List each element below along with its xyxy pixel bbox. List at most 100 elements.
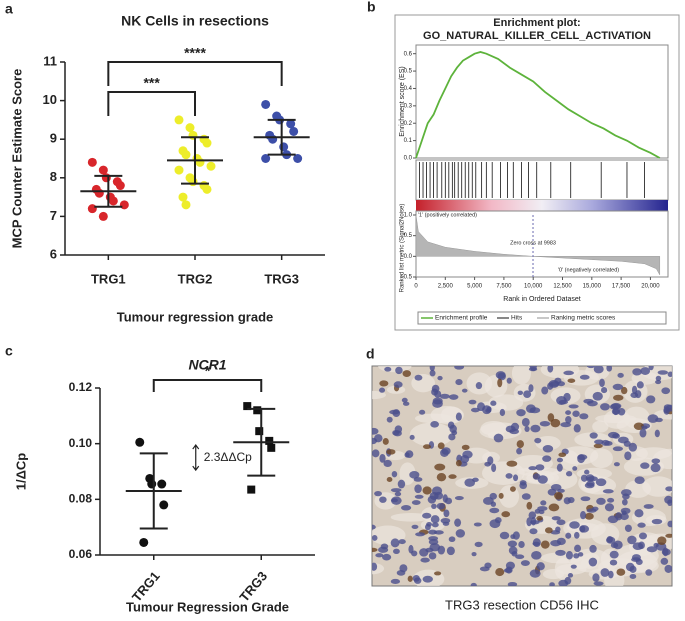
nucleus [436,502,446,510]
panel-d: d TRG3 resection CD56 IHC [366,346,673,612]
nucleus [378,387,386,393]
nucleus [386,449,396,455]
nucleus [657,536,667,545]
nucleus [455,459,462,467]
nucleus [612,446,624,452]
nucleus [665,486,672,492]
nucleus [379,453,386,463]
nucleus [579,525,590,533]
nucleus [372,449,380,458]
nucleus [586,400,598,407]
nucleus [615,512,623,521]
nucleus [505,425,516,433]
nucleus [528,511,537,519]
nucleus [372,524,376,530]
tissue [595,414,637,424]
nucleus [437,442,445,450]
nucleus [443,509,450,518]
nucleus [599,378,605,388]
nucleus [604,503,614,512]
nucleus [374,491,382,497]
nucleus [505,473,513,479]
x-tick-label: 7,500 [496,284,512,290]
nucleus [444,497,453,505]
nucleus [485,408,492,413]
chart-title: NK Cells in resections [121,13,269,29]
nucleus [474,541,483,548]
nucleus [556,457,564,463]
nucleus [634,476,645,484]
nucleus [667,371,672,378]
nucleus [660,557,669,565]
nucleus [572,466,578,471]
nucleus [428,552,437,560]
nucleus [558,452,567,458]
nucleus [655,375,662,382]
nucleus [454,518,462,527]
nucleus [434,491,444,500]
nucleus [407,575,413,582]
nucleus [409,434,415,440]
nucleus [594,439,604,445]
nucleus [579,374,590,380]
nucleus [429,369,436,377]
point [135,437,145,447]
nucleus [487,456,494,465]
nucleus [382,437,389,445]
nucleus [405,450,414,459]
point [289,126,299,136]
point [108,196,118,206]
nucleus [606,366,613,372]
nucleus [372,427,379,435]
y-tick-label: 9 [50,131,57,146]
significance-bracket [152,379,263,392]
nucleus [393,548,400,554]
y-tick-label: 6 [50,246,57,261]
nucleus [624,451,632,461]
nucleus [498,492,504,499]
nucleus [547,382,554,390]
significance-label: *** [143,75,160,91]
x-tick-label: TRG1 [91,271,126,286]
point [139,537,149,547]
nucleus [393,381,403,388]
legend-label: Hits [511,315,523,322]
nucleus [528,384,534,393]
nucleus [589,544,597,553]
tissue [592,420,609,433]
nucleus [398,539,406,545]
point [202,184,212,194]
legend-label: Enrichment profile [435,315,488,322]
nucleus [638,532,648,540]
nucleus [580,496,591,502]
point [293,154,303,163]
nucleus [499,408,506,417]
nucleus [569,521,580,529]
nucleus [414,494,424,499]
nucleus [600,568,610,577]
nucleus [573,553,580,559]
nucleus [639,428,647,438]
nucleus [455,379,463,386]
nucleus [372,562,378,571]
nucleus [507,540,518,548]
y-tick-label: 0.12 [69,380,93,394]
nucleus [588,557,598,567]
nucleus [538,509,545,515]
y-tick-label: 0.5 [404,233,413,239]
nucleus [529,407,541,414]
nucleus [580,474,588,482]
point [188,130,198,140]
nucleus [640,367,651,375]
nucleus [634,509,644,518]
nucleus [422,512,432,519]
nucleus [613,462,620,467]
nucleus [637,522,646,528]
y-tick-label: 1.0 [404,213,413,219]
point [261,154,271,163]
point [181,200,191,210]
nucleus [551,516,561,521]
nucleus [601,387,608,394]
nucleus [565,471,573,477]
nucleus [434,463,446,471]
